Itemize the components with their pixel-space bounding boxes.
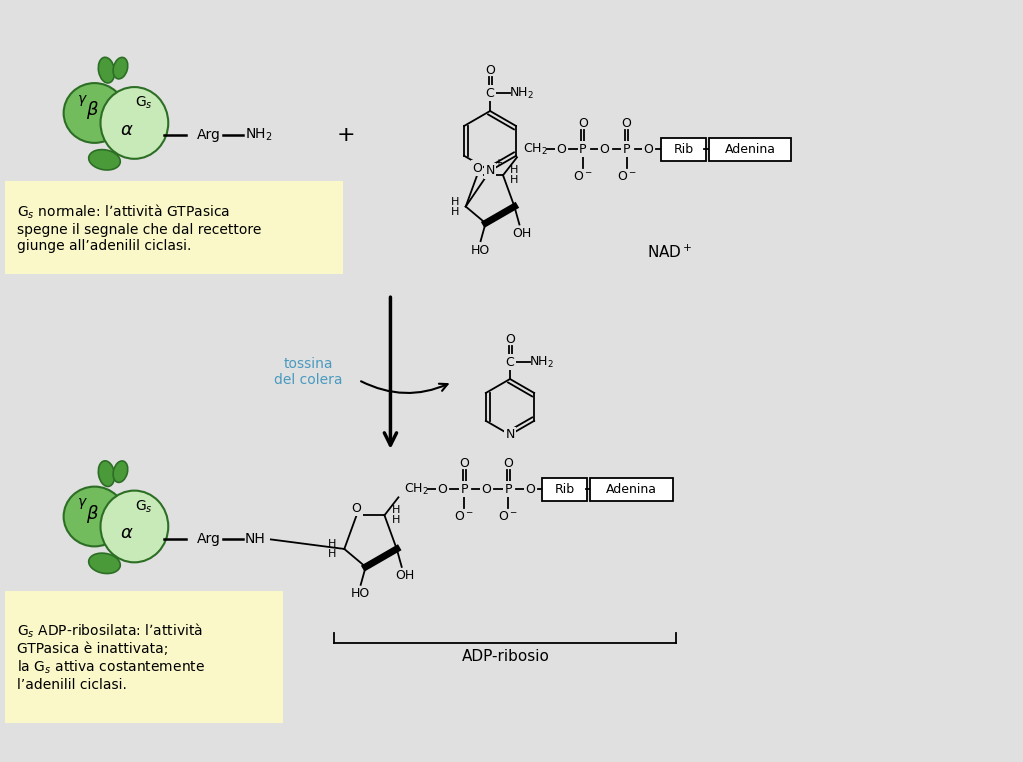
Ellipse shape <box>89 149 121 170</box>
Text: H: H <box>328 549 337 559</box>
Text: Arg: Arg <box>197 128 221 142</box>
Text: O: O <box>578 117 587 130</box>
Text: O: O <box>525 483 535 496</box>
Text: O: O <box>622 117 631 130</box>
Text: C: C <box>505 356 515 369</box>
Text: N: N <box>485 165 495 178</box>
Text: N: N <box>505 428 515 441</box>
Ellipse shape <box>89 553 121 574</box>
FancyBboxPatch shape <box>709 138 792 161</box>
Text: $\gamma$: $\gamma$ <box>77 496 88 511</box>
Text: NH: NH <box>244 533 266 546</box>
Text: O: O <box>437 483 447 496</box>
Text: O: O <box>643 142 654 156</box>
Ellipse shape <box>63 83 126 142</box>
Text: H: H <box>509 175 519 185</box>
Ellipse shape <box>98 461 115 486</box>
Text: H: H <box>509 165 519 175</box>
Text: Rib: Rib <box>554 483 575 496</box>
Text: O: O <box>505 333 515 346</box>
Text: P: P <box>504 483 512 496</box>
Text: tossina
del colera: tossina del colera <box>274 357 343 387</box>
FancyBboxPatch shape <box>5 181 343 274</box>
Text: G$_s$: G$_s$ <box>135 498 153 515</box>
Text: H: H <box>328 539 337 549</box>
Text: Rib: Rib <box>673 142 694 156</box>
Text: $\beta$: $\beta$ <box>86 99 99 121</box>
Text: P: P <box>579 142 586 156</box>
Text: NH$_2$: NH$_2$ <box>244 126 273 143</box>
Text: OH: OH <box>512 227 531 240</box>
Text: O: O <box>555 142 566 156</box>
FancyBboxPatch shape <box>661 138 706 161</box>
Text: O: O <box>473 162 482 174</box>
Text: +: + <box>494 158 502 168</box>
Ellipse shape <box>98 57 115 83</box>
Text: O$^-$: O$^-$ <box>573 170 592 183</box>
Text: HO: HO <box>351 588 370 600</box>
Text: G$_s$: G$_s$ <box>135 94 153 111</box>
Text: CH$_2$: CH$_2$ <box>523 142 548 157</box>
Text: NH$_2$: NH$_2$ <box>529 354 554 370</box>
Text: G$_s$ normale: l’attività GTPasica
spegne il segnale che dal recettore
giunge al: G$_s$ normale: l’attività GTPasica spegn… <box>16 202 261 253</box>
Ellipse shape <box>114 461 128 482</box>
Text: G$_s$ ADP-ribosilata: l’attività
GTPasica è inattivata;
la G$_s$ attiva costante: G$_s$ ADP-ribosilata: l’attività GTPasic… <box>16 622 205 693</box>
Text: ADP-ribosio: ADP-ribosio <box>461 649 549 664</box>
FancyBboxPatch shape <box>590 478 673 501</box>
Text: P: P <box>460 483 468 496</box>
Text: C: C <box>486 87 494 100</box>
Text: $\gamma$: $\gamma$ <box>77 92 88 107</box>
Text: $\beta$: $\beta$ <box>86 502 99 524</box>
FancyBboxPatch shape <box>542 478 587 501</box>
Text: P: P <box>623 142 630 156</box>
Text: Arg: Arg <box>197 533 221 546</box>
Ellipse shape <box>63 487 126 546</box>
Text: O: O <box>485 64 495 77</box>
Text: O: O <box>503 457 513 470</box>
Text: O$^-$: O$^-$ <box>617 170 636 183</box>
Text: H: H <box>450 207 459 216</box>
Text: H: H <box>392 515 401 525</box>
Text: $\alpha$: $\alpha$ <box>120 121 133 139</box>
Text: HO: HO <box>471 244 490 257</box>
Text: H: H <box>450 197 459 207</box>
Ellipse shape <box>114 57 128 79</box>
Text: O: O <box>459 457 470 470</box>
Text: O: O <box>481 483 491 496</box>
Text: +: + <box>337 125 355 145</box>
Text: CH$_2$: CH$_2$ <box>404 482 430 497</box>
Text: Adenina: Adenina <box>606 483 657 496</box>
Text: NH$_2$: NH$_2$ <box>509 85 534 101</box>
Text: O: O <box>599 142 610 156</box>
Ellipse shape <box>100 87 168 158</box>
Ellipse shape <box>100 491 168 562</box>
Text: $\alpha$: $\alpha$ <box>120 524 133 543</box>
Text: NAD$^+$: NAD$^+$ <box>647 244 693 261</box>
Text: O$^-$: O$^-$ <box>498 510 518 523</box>
Text: O$^-$: O$^-$ <box>454 510 475 523</box>
Text: H: H <box>392 505 401 515</box>
Text: O: O <box>352 502 361 515</box>
FancyBboxPatch shape <box>5 591 282 722</box>
Text: OH: OH <box>395 569 414 582</box>
Text: Adenina: Adenina <box>724 142 775 156</box>
